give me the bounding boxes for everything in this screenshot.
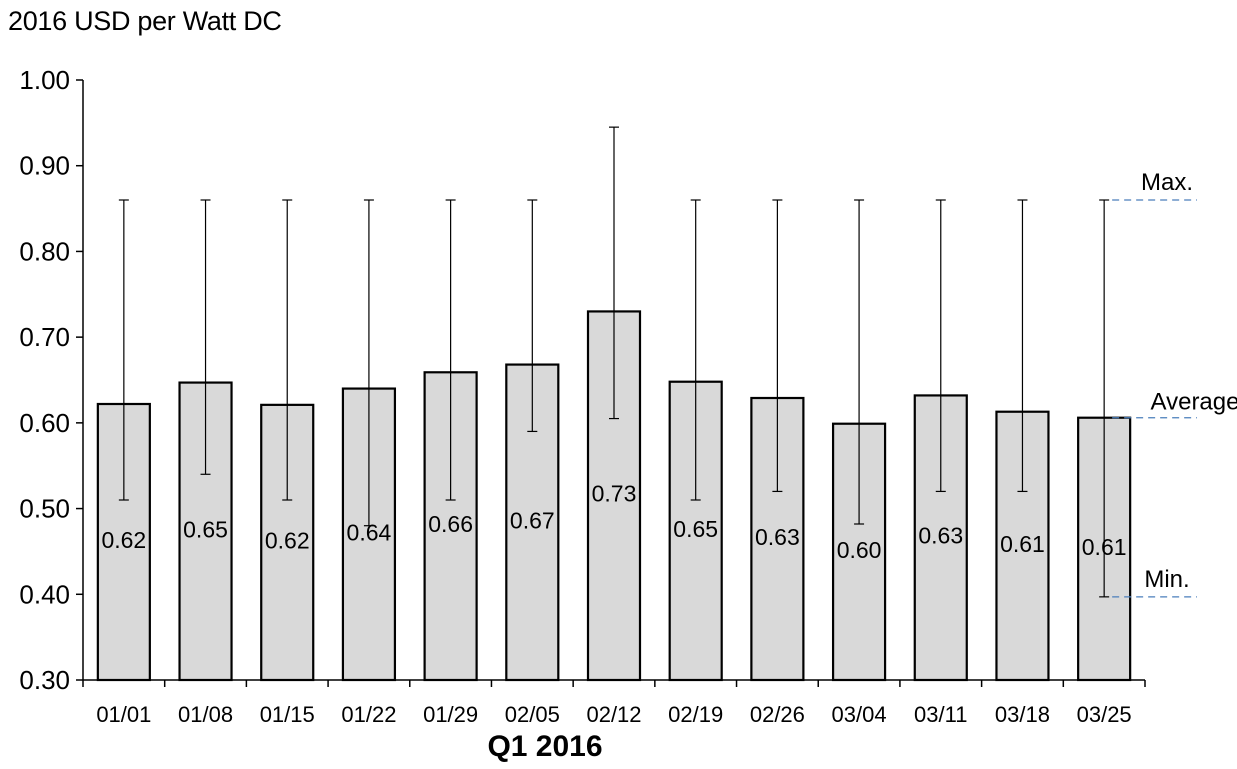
data-label: 0.65 xyxy=(183,516,228,542)
annotation-average-label: Average xyxy=(1151,389,1237,416)
data-label: 0.73 xyxy=(592,481,637,507)
x-tick-label: 01/15 xyxy=(260,702,315,727)
data-label: 0.62 xyxy=(101,527,146,553)
x-tick-label: 03/11 xyxy=(914,702,967,727)
y-tick-label: 0.70 xyxy=(19,322,70,352)
x-tick-label: 01/08 xyxy=(178,702,233,727)
x-tick-label: 01/22 xyxy=(341,702,396,727)
x-axis-title: Q1 2016 xyxy=(487,730,603,763)
data-label: 0.67 xyxy=(510,507,555,533)
bar xyxy=(341,387,397,682)
data-label: 0.65 xyxy=(673,516,718,542)
data-label: 0.61 xyxy=(1000,531,1045,557)
data-label: 0.62 xyxy=(265,527,310,553)
x-tick-label: 03/18 xyxy=(995,702,1050,727)
y-tick-label: 0.40 xyxy=(19,579,70,609)
y-tick-label: 0.60 xyxy=(19,408,70,438)
y-tick-label: 0.90 xyxy=(19,151,70,181)
y-tick-label: 0.80 xyxy=(19,236,70,266)
data-label: 0.64 xyxy=(347,519,392,545)
y-tick-label: 0.50 xyxy=(19,494,70,524)
x-tick-label: 02/12 xyxy=(586,702,641,727)
data-label: 0.61 xyxy=(1082,534,1127,560)
annotation-min-label: Min. xyxy=(1144,566,1189,593)
annotation-max-label: Max. xyxy=(1141,169,1193,196)
data-label: 0.63 xyxy=(918,523,963,549)
y-axis-title: 2016 USD per Watt DC xyxy=(8,6,282,36)
y-tick-label: 0.30 xyxy=(19,665,70,695)
x-tick-label: 02/05 xyxy=(505,702,560,727)
y-tick-label: 1.00 xyxy=(19,65,70,95)
x-tick-label: 03/04 xyxy=(832,702,887,727)
x-tick-label: 03/25 xyxy=(1077,702,1132,727)
x-tick-label: 01/01 xyxy=(96,702,151,727)
data-label: 0.60 xyxy=(837,537,882,563)
data-label: 0.63 xyxy=(755,524,800,550)
x-tick-label: 02/19 xyxy=(668,702,723,727)
x-tick-label: 02/26 xyxy=(750,702,805,727)
x-tick-label: 01/29 xyxy=(423,702,478,727)
data-label: 0.66 xyxy=(428,511,473,537)
